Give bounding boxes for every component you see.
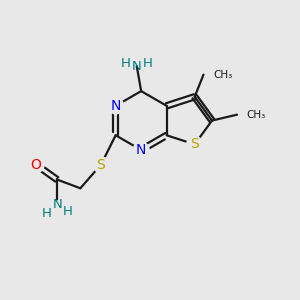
Circle shape: [108, 98, 124, 114]
Circle shape: [28, 157, 44, 173]
Text: N: N: [132, 60, 142, 73]
Circle shape: [133, 142, 149, 158]
Circle shape: [49, 201, 65, 217]
Text: CH₃: CH₃: [246, 110, 266, 120]
Circle shape: [187, 136, 202, 152]
Text: N: N: [136, 143, 146, 157]
Text: CH₃: CH₃: [213, 70, 232, 80]
Text: N: N: [52, 198, 62, 211]
Text: S: S: [97, 158, 105, 172]
Text: H: H: [41, 207, 51, 220]
Text: H: H: [121, 57, 130, 70]
Text: H: H: [63, 205, 73, 218]
Text: O: O: [31, 158, 42, 172]
Text: N: N: [110, 99, 121, 113]
Text: S: S: [190, 137, 199, 152]
Text: H: H: [143, 57, 153, 70]
Circle shape: [93, 157, 109, 173]
